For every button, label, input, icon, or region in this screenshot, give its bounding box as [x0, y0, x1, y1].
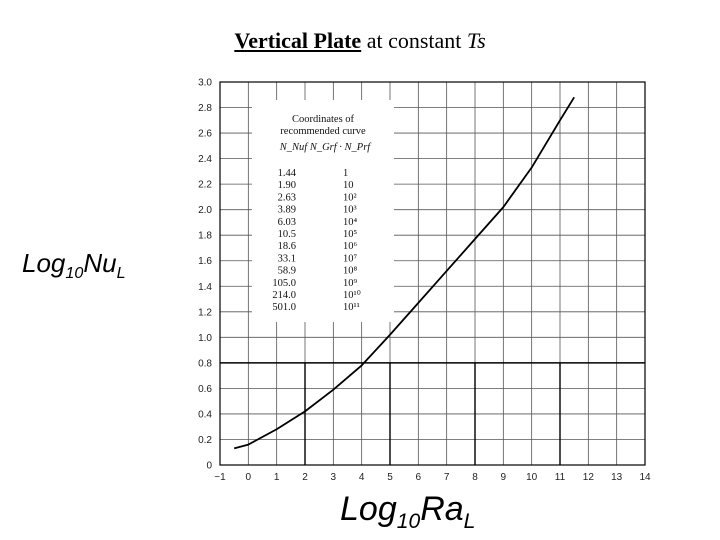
y-axis-label-base: 10: [65, 264, 84, 283]
table-nu-value: 18.6: [278, 241, 296, 252]
table-nu-value: 3.89: [278, 205, 296, 216]
x-tick-label: 4: [359, 472, 365, 483]
y-tick-label: 2.4: [198, 154, 212, 165]
x-tick-label: 10: [526, 472, 538, 483]
x-tick-label: 9: [501, 472, 507, 483]
x-tick-label: 11: [555, 472, 566, 483]
table-nu-value: 214.0: [272, 290, 296, 301]
table-nu-value: 501.0: [272, 302, 296, 313]
x-tick-label: 14: [639, 472, 651, 483]
y-tick-label: 3.0: [198, 78, 212, 89]
table-box: [252, 100, 394, 322]
table-nu-value: 58.9: [278, 266, 296, 277]
table-nu-value: 105.0: [272, 278, 296, 289]
table-grpr-value: 10³: [343, 205, 357, 216]
table-grpr-value: 10⁶: [343, 241, 358, 252]
table-nu-value: 1.90: [278, 180, 296, 191]
table-grpr-value: 10⁵: [343, 229, 358, 240]
y-tick-label: 1.2: [198, 307, 212, 318]
y-tick-label: 1.6: [198, 256, 212, 267]
x-tick-label: 7: [444, 472, 450, 483]
title-bold-part: Vertical Plate: [234, 28, 362, 53]
table-header-line1: Coordinates of: [292, 114, 355, 125]
title-italic-part: Ts: [466, 28, 486, 53]
table-header-line2: recommended curve: [280, 126, 366, 137]
x-axis-label-var: Ra: [420, 490, 464, 528]
table-grpr-value: 10¹⁰: [343, 289, 362, 301]
y-axis-label-var-sub: L: [116, 264, 126, 283]
y-tick-label: 0.2: [198, 435, 212, 446]
x-tick-label: 13: [611, 472, 623, 483]
table-header-line3: N_Nuf N_Grf · N_Prf: [279, 142, 373, 153]
table-grpr-value: 10¹¹: [343, 302, 360, 313]
y-tick-label: 0.8: [198, 358, 212, 369]
y-tick-label: 2.2: [198, 180, 212, 191]
x-axis-label-base: 10: [396, 509, 421, 533]
table-nu-value: 6.03: [278, 217, 296, 228]
table-grpr-value: 10: [343, 180, 354, 191]
x-tick-label: 1: [274, 472, 280, 483]
y-axis-label-var: Nu: [83, 248, 117, 278]
table-grpr-value: 1: [343, 168, 348, 179]
table-grpr-value: 10⁹: [343, 278, 358, 289]
table-nu-value: 33.1: [278, 253, 296, 264]
y-tick-label: 2.0: [198, 205, 212, 216]
y-tick-label: 0: [206, 461, 212, 472]
x-tick-label: 8: [472, 472, 478, 483]
table-nu-value: 1.44: [278, 168, 297, 179]
y-tick-label: 1.8: [198, 231, 212, 242]
table-grpr-value: 10⁷: [343, 253, 358, 264]
table-grpr-value: 10⁸: [343, 266, 358, 277]
y-tick-label: 1.4: [198, 282, 212, 293]
plot-frame: [219, 81, 646, 466]
table-nu-value: 2.63: [278, 192, 296, 203]
table-nu-value: 10.5: [278, 229, 296, 240]
x-tick-label: −1: [214, 472, 226, 483]
x-tick-label: 0: [246, 472, 252, 483]
x-tick-label: 5: [387, 472, 393, 483]
y-tick-label: 0.4: [198, 409, 212, 420]
page-title: Vertical Plate at constant Ts: [0, 28, 720, 54]
x-tick-label: 2: [302, 472, 308, 483]
table-grpr-value: 10²: [343, 192, 357, 203]
y-axis-label: Log10NuL: [22, 248, 126, 283]
x-axis-label: Log10RaL: [340, 490, 475, 534]
table-grpr-value: 10⁴: [343, 217, 358, 228]
y-tick-label: 2.8: [198, 103, 212, 114]
x-tick-label: 6: [416, 472, 422, 483]
title-middle-part: at constant: [361, 28, 467, 53]
y-tick-label: 0.6: [198, 384, 212, 395]
y-tick-label: 2.6: [198, 129, 212, 140]
x-tick-label: 3: [331, 472, 337, 483]
x-tick-label: 12: [583, 472, 595, 483]
x-axis-label-log: Log: [340, 490, 397, 528]
curve-line: [233, 96, 575, 450]
y-tick-label: 1.0: [198, 333, 212, 344]
x-axis-label-var-sub: L: [463, 509, 476, 533]
y-axis-label-log: Log: [22, 248, 66, 278]
